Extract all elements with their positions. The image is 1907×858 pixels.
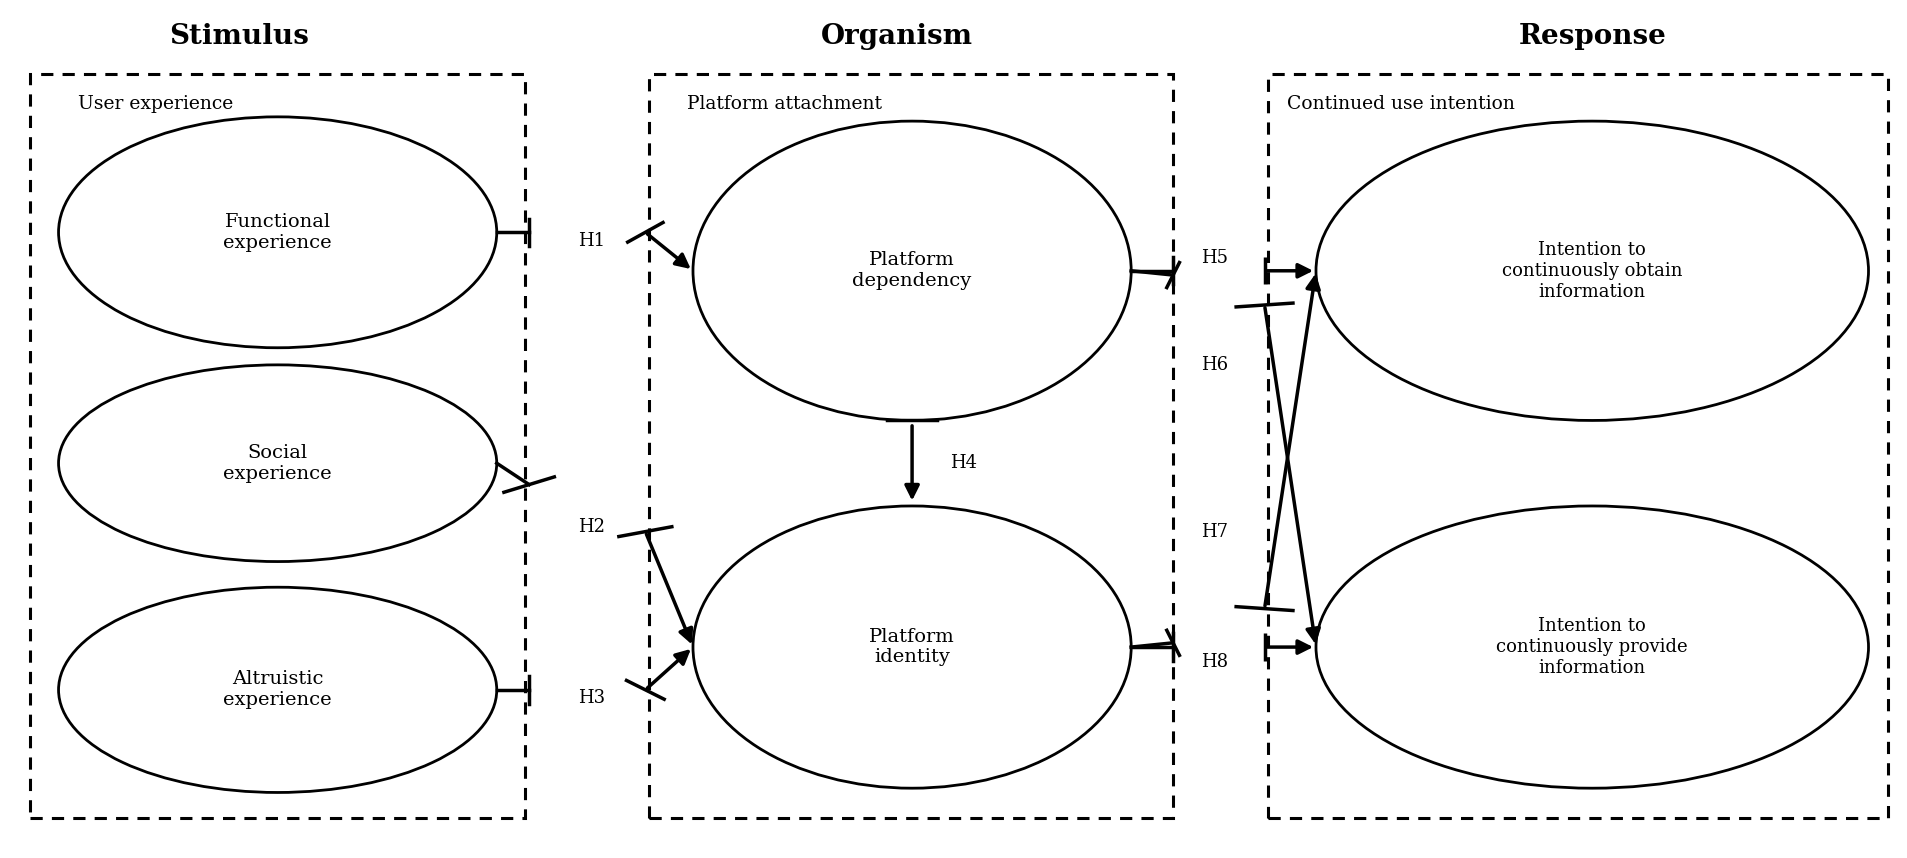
Ellipse shape <box>692 121 1131 420</box>
Text: Intention to
continuously obtain
information: Intention to continuously obtain informa… <box>1501 241 1682 300</box>
Text: Altruistic
experience: Altruistic experience <box>223 670 332 710</box>
Text: Platform attachment: Platform attachment <box>687 95 881 113</box>
Text: User experience: User experience <box>78 95 233 113</box>
Text: Organism: Organism <box>820 23 973 50</box>
Text: H5: H5 <box>1201 249 1228 267</box>
Ellipse shape <box>692 506 1131 789</box>
Ellipse shape <box>59 117 496 347</box>
Ellipse shape <box>59 587 496 793</box>
Ellipse shape <box>59 365 496 561</box>
Text: Functional
experience: Functional experience <box>223 213 332 251</box>
Text: Platform
identity: Platform identity <box>870 628 955 667</box>
Text: Continued use intention: Continued use intention <box>1287 95 1514 113</box>
Text: Social
experience: Social experience <box>223 444 332 482</box>
Text: H3: H3 <box>578 689 605 707</box>
Text: H2: H2 <box>578 518 605 536</box>
Text: H4: H4 <box>950 454 976 472</box>
Text: H8: H8 <box>1201 653 1228 671</box>
Text: Response: Response <box>1518 23 1665 50</box>
Text: H7: H7 <box>1201 523 1228 541</box>
Text: H6: H6 <box>1201 356 1228 374</box>
Text: Platform
dependency: Platform dependency <box>852 251 971 290</box>
Text: Intention to
continuously provide
information: Intention to continuously provide inform… <box>1495 617 1688 677</box>
Ellipse shape <box>1316 121 1867 420</box>
Text: H1: H1 <box>578 232 605 250</box>
Text: Stimulus: Stimulus <box>170 23 309 50</box>
Ellipse shape <box>1316 506 1867 789</box>
